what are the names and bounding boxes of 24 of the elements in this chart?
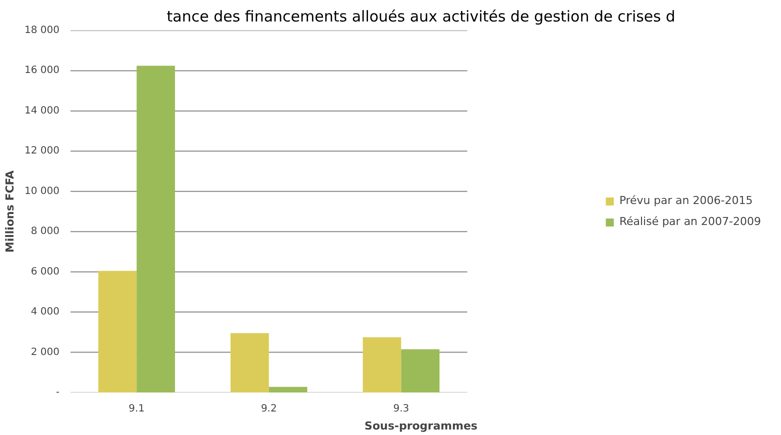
chart-title: tance des financements alloués aux activités de gestion de crises d — [166, 8, 676, 26]
y-tick-label: 8 000 — [30, 226, 60, 238]
bar — [401, 349, 440, 392]
bar — [230, 333, 269, 392]
y-axis-title: Millions FCFA — [4, 170, 17, 253]
y-tick-label: 2 000 — [30, 346, 60, 358]
bar — [362, 337, 402, 392]
bar — [136, 66, 175, 392]
x-tick-label: 9.1 — [128, 404, 145, 414]
y-tick-label: 4 000 — [30, 306, 60, 318]
y-tick-label: 6 000 — [30, 266, 60, 278]
legend-label: Réalisé par an 2007-2009 — [619, 215, 761, 228]
y-tick-label: - — [56, 387, 60, 398]
legend-label: Prévu par an 2006-2015 — [619, 194, 753, 207]
y-tick-label: 14 000 — [24, 105, 60, 116]
y-tick-label: 18 000 — [24, 25, 60, 36]
x-axis-title: Sous-programmes — [364, 420, 478, 432]
y-tick-label: 12 000 — [24, 146, 60, 157]
x-tick-label: 9.2 — [260, 404, 277, 414]
y-tick-label: 16 000 — [24, 65, 60, 76]
y-tick-label: 10 000 — [24, 186, 60, 197]
bar — [98, 270, 137, 392]
x-tick-label: 9.3 — [393, 404, 410, 414]
bar — [268, 386, 308, 392]
